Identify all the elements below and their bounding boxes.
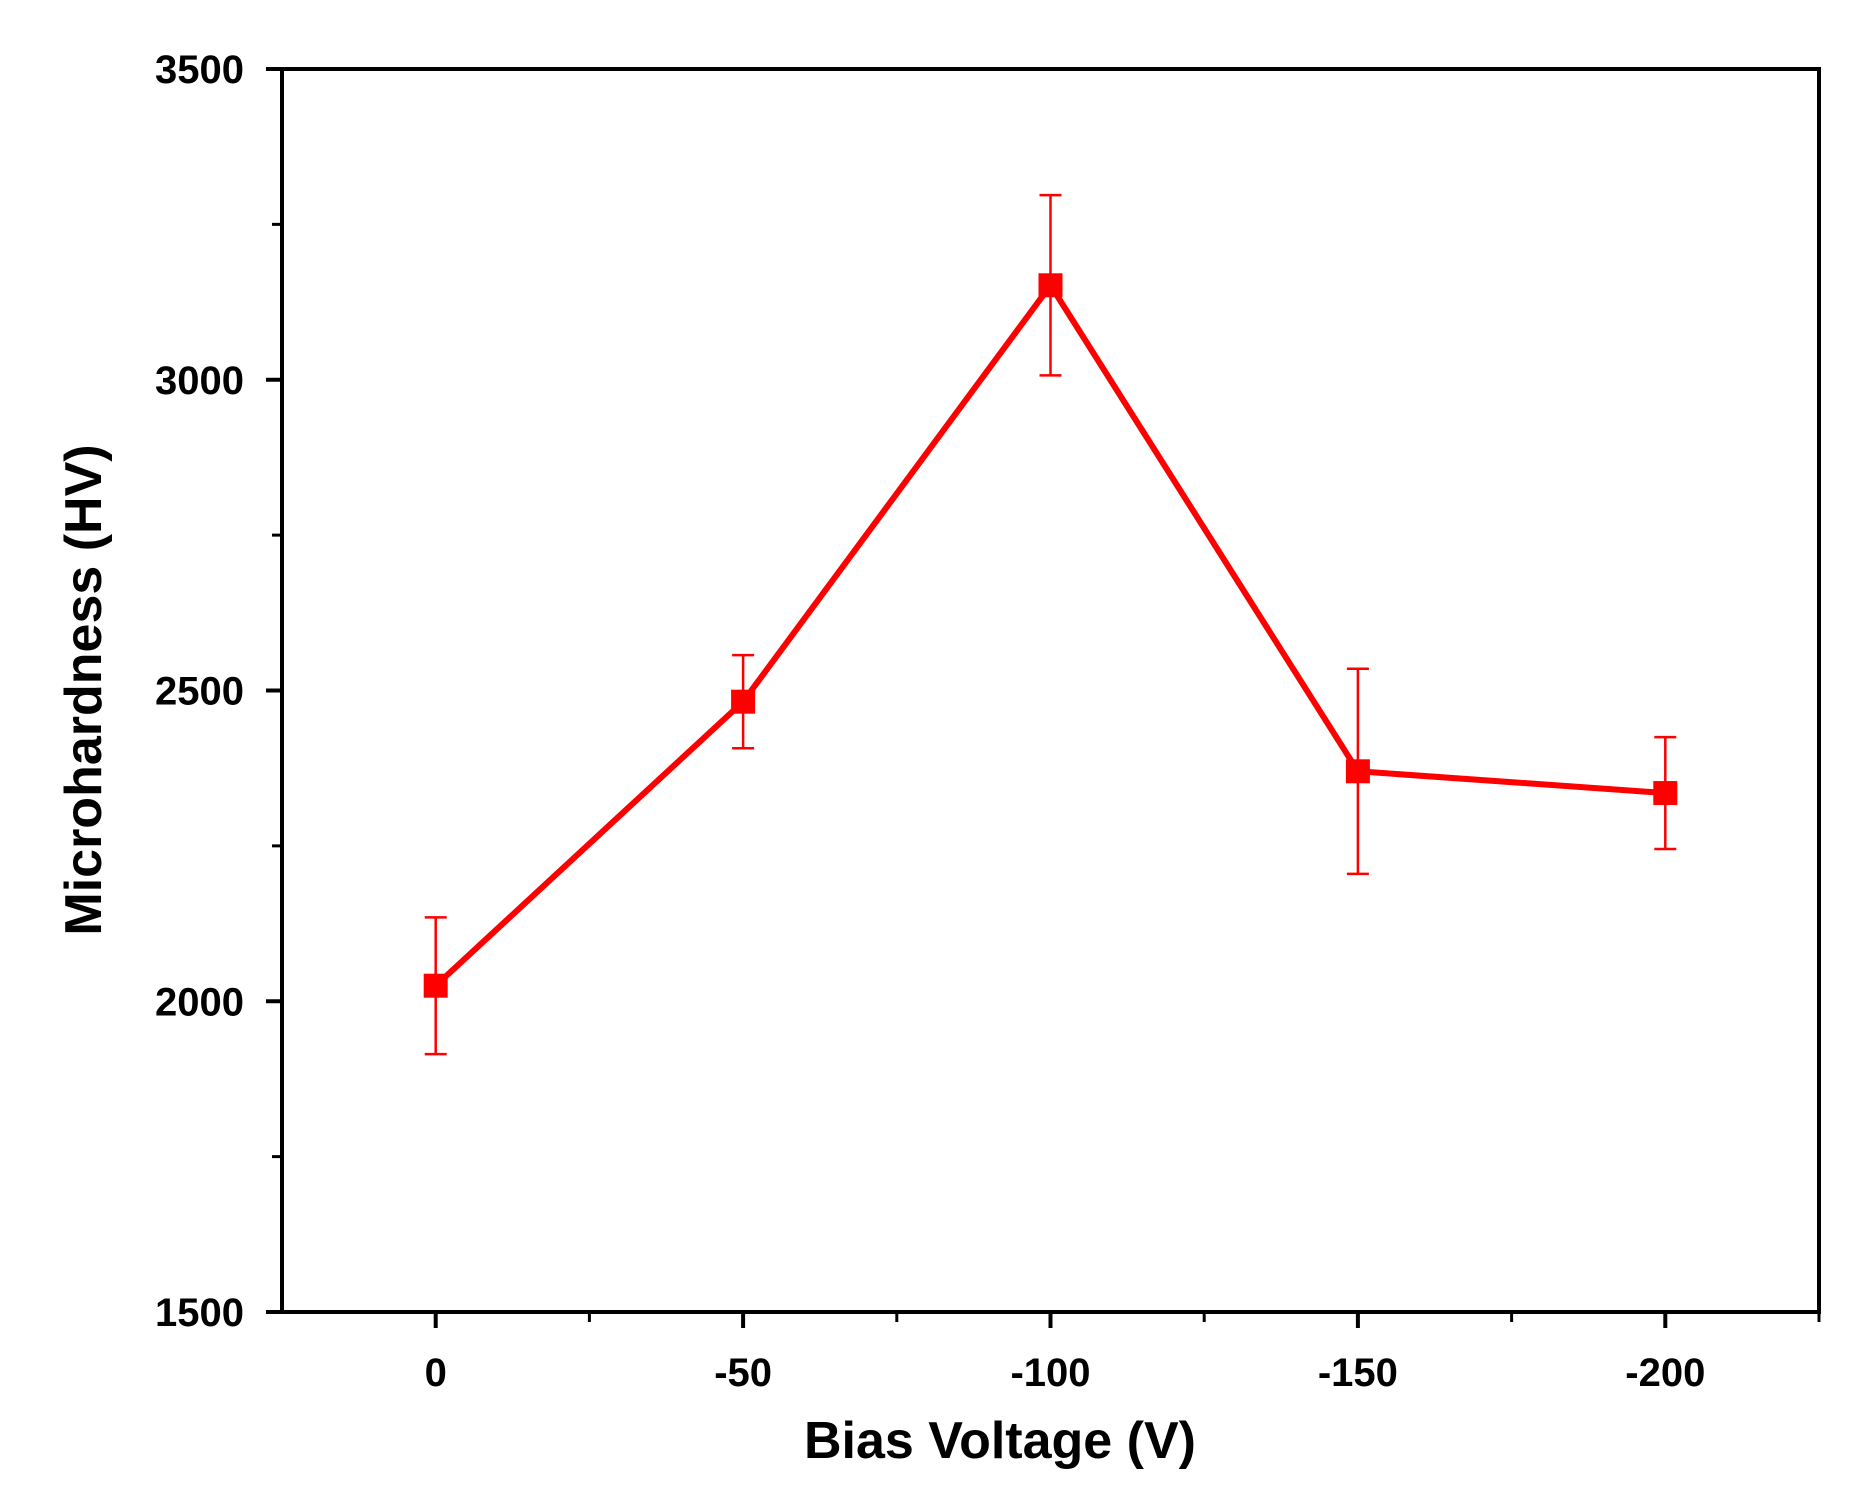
x-tick-label: -50	[714, 1351, 772, 1395]
x-axis-title: Bias Voltage (V)	[804, 1412, 1196, 1470]
data-point	[1345, 759, 1370, 784]
x-tick-label: -150	[1318, 1351, 1398, 1395]
data-point	[423, 973, 448, 998]
x-tick-label: 0	[425, 1351, 447, 1395]
series-layer	[423, 193, 1678, 1056]
y-axis-title: Microhardness (HV)	[55, 444, 113, 935]
plot-frame	[280, 67, 1821, 1314]
tick-labels-layer: 0 -50 -100 -150 -200 1500 2000 2500 3000 3500	[155, 48, 1705, 1395]
data-point	[731, 689, 756, 714]
x-tick-label: -100	[1010, 1351, 1090, 1395]
y-tick-label: 3500	[155, 48, 244, 92]
data-point	[1038, 273, 1063, 298]
x-tick-label: -200	[1625, 1351, 1705, 1395]
y-tick-label: 1500	[155, 1291, 244, 1335]
y-tick-label: 2500	[155, 670, 244, 714]
y-tick-label: 3000	[155, 359, 244, 403]
y-tick-label: 2000	[155, 980, 244, 1024]
data-point	[1653, 781, 1678, 806]
